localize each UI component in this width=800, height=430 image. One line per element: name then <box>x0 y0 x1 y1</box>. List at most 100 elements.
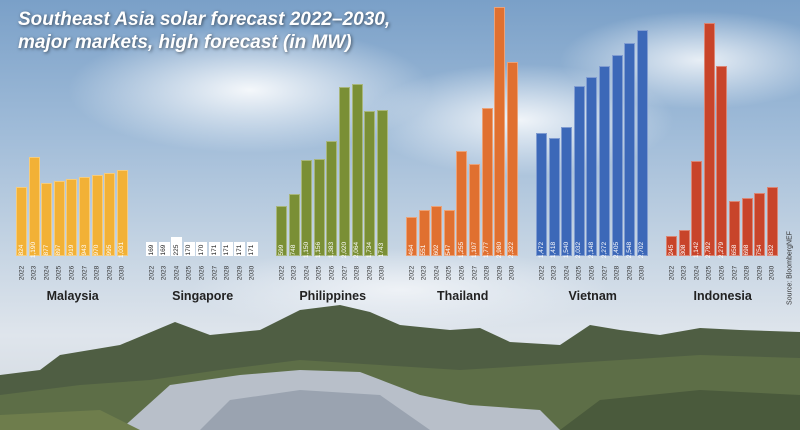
year-tick-label: 2022 <box>18 265 25 281</box>
bar: 171 <box>234 241 246 256</box>
year-tick-label: 2029 <box>626 265 634 281</box>
year-tick-label: 2024 <box>303 265 311 281</box>
year-tick-label: 2026 <box>198 265 206 281</box>
bar: 698 <box>741 197 753 256</box>
bar: 970 <box>91 175 103 256</box>
bar: 169 <box>158 241 170 256</box>
chart-group-vietnam: 1,472 1,418 1,540 2,032 2,148 2,272 2,405 2,548… <box>536 0 649 330</box>
year-tick-label: 2022 <box>668 265 675 281</box>
bar: 1,383 <box>326 140 338 258</box>
year-tick-label: 2029 <box>496 265 504 281</box>
chart-group-malaysia: 824 1,190 877 897 919 943 970 995 1,031 2022 2023 2… <box>16 0 129 330</box>
bar: 2,548 <box>624 43 636 258</box>
year-tick-label: 2023 <box>680 265 688 281</box>
year-tick-label: 2026 <box>68 265 76 281</box>
bar: 1,156 <box>313 159 325 258</box>
bar: 824 <box>16 187 27 256</box>
country-label: Thailand <box>436 289 489 303</box>
bar: 171 <box>246 241 258 256</box>
bar: 2,702 <box>636 30 648 258</box>
mountain-solar-farm-image <box>0 305 800 430</box>
year-tick-label: 2029 <box>106 265 114 281</box>
country-label: Malaysia <box>46 289 99 303</box>
year-tick-label: 2029 <box>366 265 374 281</box>
bar: 995 <box>104 172 116 256</box>
bar: 1,031 <box>116 169 128 258</box>
bar: 2,792 <box>703 22 715 258</box>
bar: 754 <box>754 193 766 256</box>
year-tick-label: 2025 <box>575 265 583 281</box>
country-label: Vietnam <box>568 289 617 303</box>
bar: 1,150 <box>301 159 313 258</box>
country-label: Philippines <box>299 289 367 303</box>
year-tick-label: 2024 <box>693 265 701 281</box>
bar: 748 <box>288 193 300 256</box>
year-tick-label: 2025 <box>445 265 453 281</box>
bar: 1,142 <box>691 160 703 258</box>
year-tick-label: 2030 <box>248 265 256 281</box>
country-label: Singapore <box>172 289 234 303</box>
year-tick-label: 2025 <box>185 265 193 281</box>
year-tick-label: 2022 <box>538 265 545 281</box>
year-tick-label: 2022 <box>408 265 415 281</box>
year-tick-label: 2029 <box>756 265 764 281</box>
source-note: Source: BloombergNEF <box>786 231 794 305</box>
year-tick-label: 2023 <box>30 265 38 281</box>
year-tick-label: 2025 <box>55 265 63 281</box>
bar: 2,032 <box>573 86 585 258</box>
bar: 832 <box>766 186 778 256</box>
bar: 170 <box>196 241 208 256</box>
chart-title: Southeast Asia solar forecast 2022–2030,… <box>18 8 390 54</box>
bar: 602 <box>431 205 443 256</box>
year-tick-label: 2023 <box>160 265 168 281</box>
year-tick-label: 2026 <box>328 265 336 281</box>
year-tick-label: 2030 <box>118 265 126 281</box>
year-tick-label: 2022 <box>278 265 285 281</box>
bar: 599 <box>276 205 287 256</box>
year-tick-label: 2023 <box>290 265 298 281</box>
year-tick-label: 2026 <box>458 265 466 281</box>
year-tick-label: 2027 <box>601 265 608 281</box>
year-tick-label: 2030 <box>638 265 646 281</box>
bar: 225 <box>171 237 183 256</box>
year-tick-label: 2025 <box>315 265 323 281</box>
chart-group-philippines: 599 748 1,150 1,156 1,383 2,020 2,064 1,734 1743… <box>276 0 389 330</box>
bar: 2,020 <box>339 87 350 258</box>
year-tick-label: 2024 <box>433 265 441 281</box>
bar: 308 <box>678 230 690 256</box>
bar: 2,980 <box>494 7 506 258</box>
year-tick-label: 2030 <box>768 265 776 281</box>
bar: 2,064 <box>351 83 363 258</box>
bar: 1,107 <box>469 163 480 258</box>
bar: 170 <box>183 241 195 256</box>
year-tick-label: 2027 <box>471 265 478 281</box>
year-tick-label: 2027 <box>341 265 348 281</box>
bar: 1,418 <box>548 137 560 258</box>
bar: 897 <box>53 181 65 256</box>
year-tick-label: 2028 <box>93 265 101 281</box>
bar: 1,734 <box>364 111 376 258</box>
year-tick-label: 2028 <box>483 265 491 281</box>
year-tick-label: 2022 <box>148 265 155 281</box>
year-tick-label: 2024 <box>43 265 51 281</box>
chart-group-indonesia: 245 308 1,142 2,792 2,279 658 698 754 832 2022 202… <box>666 0 779 330</box>
year-tick-label: 2026 <box>588 265 596 281</box>
year-tick-label: 2028 <box>223 265 231 281</box>
year-tick-label: 2027 <box>211 265 218 281</box>
chart-group-singapore: 169 169 225 170 170 171 171 171 171 2022 2023 2024 2… <box>146 0 259 330</box>
bar: 171 <box>221 241 233 256</box>
bar: 171 <box>209 241 220 256</box>
bar: 245 <box>666 235 677 256</box>
bar: 1,777 <box>481 107 493 258</box>
bar: 943 <box>79 177 90 256</box>
bar: 2,148 <box>586 76 598 258</box>
bar: 2,279 <box>716 65 728 258</box>
year-tick-label: 2029 <box>236 265 244 281</box>
year-tick-label: 2025 <box>705 265 713 281</box>
year-tick-label: 2026 <box>718 265 726 281</box>
chart-title-line2: major markets, high forecast (in MW) <box>18 32 352 53</box>
year-tick-label: 2027 <box>731 265 738 281</box>
bar: 2,272 <box>599 66 610 258</box>
bar: 1,255 <box>456 151 468 258</box>
bar: 1,472 <box>536 133 547 258</box>
